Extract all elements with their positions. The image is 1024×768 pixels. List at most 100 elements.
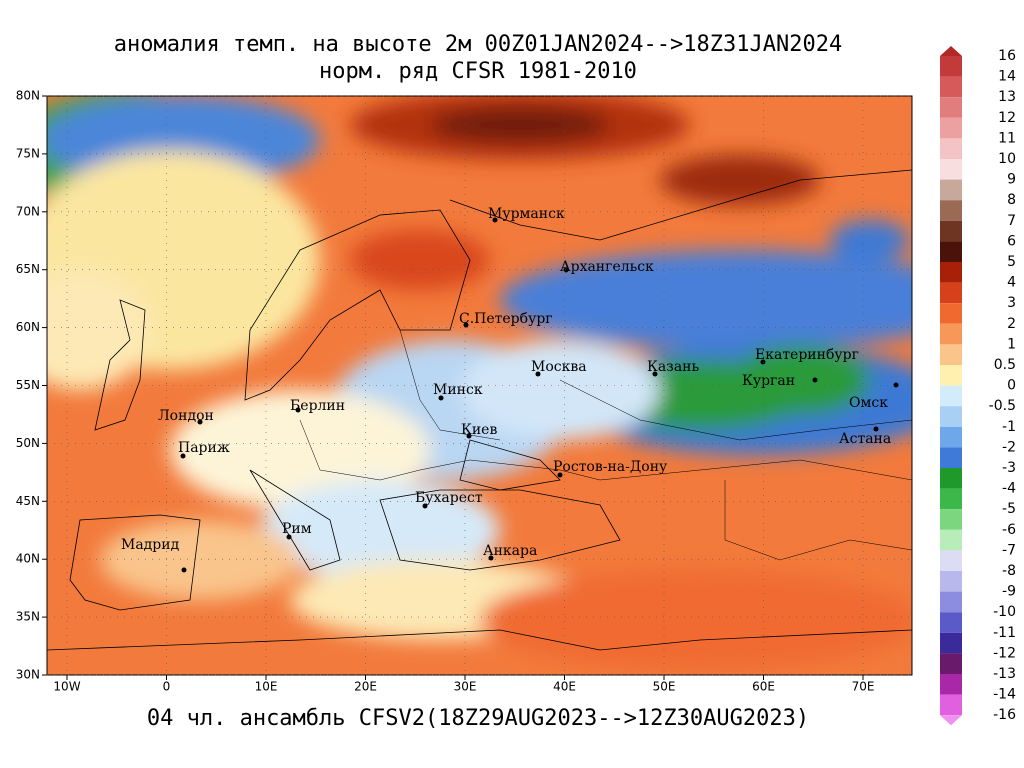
- lon-label: 50E: [653, 680, 676, 694]
- colorbar-swatch: [940, 179, 962, 201]
- city-dot: [286, 534, 292, 540]
- colorbar-label: -12: [993, 645, 1016, 661]
- colorbar-swatch: [940, 282, 962, 304]
- colorbar-label: 4: [1007, 275, 1016, 291]
- lat-label: 60N: [16, 320, 40, 334]
- colorbar-swatch: [940, 241, 962, 262]
- colorbar-swatch: [940, 303, 962, 324]
- lon-label: 70E: [852, 680, 875, 694]
- colorbar-swatch: [940, 220, 962, 242]
- colorbar-swatch: [940, 632, 962, 654]
- colorbar-label: -13: [993, 666, 1016, 682]
- colorbar-label: -14: [993, 687, 1016, 703]
- colorbar-label: 9: [1007, 172, 1016, 188]
- colorbar-swatch: [940, 550, 962, 571]
- colorbar-label: -2: [1002, 439, 1016, 455]
- city-dot: [197, 419, 203, 425]
- lat-label: 30N: [16, 668, 40, 682]
- city-dot: [422, 503, 428, 509]
- city-dot: [893, 382, 899, 388]
- city-label: Мадрид: [121, 537, 180, 553]
- map-field: [47, 96, 912, 675]
- colorbar-swatch: [940, 591, 962, 613]
- city-label: Анкара: [483, 543, 537, 559]
- city-label: Ростов-на-Дону: [553, 459, 668, 475]
- lon-label: 30E: [454, 680, 477, 694]
- colorbar-label: -1: [1002, 419, 1016, 435]
- lon-label: 0: [163, 680, 171, 694]
- colorbar-label: -6: [1002, 522, 1016, 538]
- colorbar-swatch: [940, 159, 962, 180]
- colorbar-swatch: [940, 447, 962, 468]
- city-dot: [492, 217, 498, 223]
- colorbar-label: 11: [998, 130, 1016, 146]
- lat-label: 80N: [16, 89, 40, 103]
- colorbar-label: -8: [1002, 563, 1016, 579]
- lat-label: 55N: [16, 378, 40, 392]
- colorbar-swatch: [940, 323, 962, 345]
- city-label: Москва: [531, 359, 587, 375]
- colorbar-label: 14: [998, 69, 1016, 85]
- lon-label: 10W: [53, 680, 80, 694]
- city-label: Казань: [647, 359, 699, 375]
- lat-label: 45N: [16, 494, 40, 508]
- colorbar-swatch: [940, 262, 962, 283]
- colorbar-label: 0.5: [994, 357, 1016, 373]
- city-dot: [438, 395, 444, 401]
- city-dot: [180, 453, 186, 459]
- city-dot: [760, 359, 766, 365]
- colorbar-label: -0.5: [989, 398, 1016, 414]
- city-label: Бухарест: [415, 490, 483, 506]
- city-label: Париж: [178, 440, 230, 456]
- colorbar-swatch: [940, 488, 962, 510]
- colorbar-label: 13: [998, 89, 1016, 105]
- city-label: Архангельск: [560, 259, 654, 275]
- colorbar-top-cap: [940, 46, 962, 56]
- colorbar: 16 14 13 12 11 10 9 8 7 6 5 4 3 2 1 0.5 0 -0.5 -1 -2 -3 -4 -5 -…: [940, 46, 1016, 726]
- lat-label: 75N: [16, 146, 40, 160]
- colorbar-swatch: [940, 529, 962, 551]
- anomaly-blobs: [47, 96, 912, 670]
- city-label: Екатеринбург: [755, 347, 859, 363]
- colorbar-label: 3: [1007, 295, 1016, 311]
- city-label: Берлин: [290, 398, 345, 414]
- city-label: Мурманск: [488, 206, 565, 222]
- colorbar-label: -5: [1002, 501, 1016, 517]
- colorbar-label: 7: [1007, 213, 1016, 229]
- colorbar-label: -3: [1002, 460, 1016, 476]
- colorbar-label: 6: [1007, 233, 1016, 249]
- city-label: С.Петербург: [459, 311, 553, 327]
- axes: 80N 75N 70N 65N 60N 55N 50N 45N 40N 35N 30N 10W 0 10E…: [16, 89, 912, 694]
- colorbar-swatch: [940, 468, 962, 489]
- colorbar-label: 8: [1007, 192, 1016, 208]
- colorbar-label: -9: [1002, 584, 1016, 600]
- colorbar-label: 5: [1007, 254, 1016, 270]
- lat-label: 40N: [16, 552, 40, 566]
- colorbar-swatch: [940, 406, 962, 427]
- colorbar-swatch: [940, 509, 962, 530]
- city-label: Астана: [839, 431, 891, 447]
- colorbar-label: -4: [1002, 481, 1016, 497]
- city-label: Курган: [742, 373, 795, 389]
- city-label: Киев: [461, 422, 497, 438]
- colorbar-swatch: [940, 694, 962, 716]
- lon-label: 10E: [255, 680, 278, 694]
- colorbar-label: 12: [998, 110, 1016, 126]
- colorbar-swatch: [940, 56, 962, 77]
- city-dot: [812, 377, 818, 383]
- coastlines: [47, 169, 912, 651]
- colorbar-swatch: [940, 426, 962, 448]
- colorbar-swatch: [940, 571, 962, 592]
- colorbar-label: 1: [1007, 336, 1016, 352]
- city-dot: [557, 472, 563, 478]
- city-dot: [181, 567, 187, 573]
- colorbar-label: 2: [1007, 316, 1016, 332]
- city-dot: [652, 371, 658, 377]
- colorbar-swatch: [940, 97, 962, 118]
- city-dot: [873, 426, 879, 432]
- colorbar-swatch: [940, 612, 962, 633]
- colorbar-swatch: [940, 138, 962, 159]
- city-dot: [295, 407, 301, 413]
- lat-label: 65N: [16, 262, 40, 276]
